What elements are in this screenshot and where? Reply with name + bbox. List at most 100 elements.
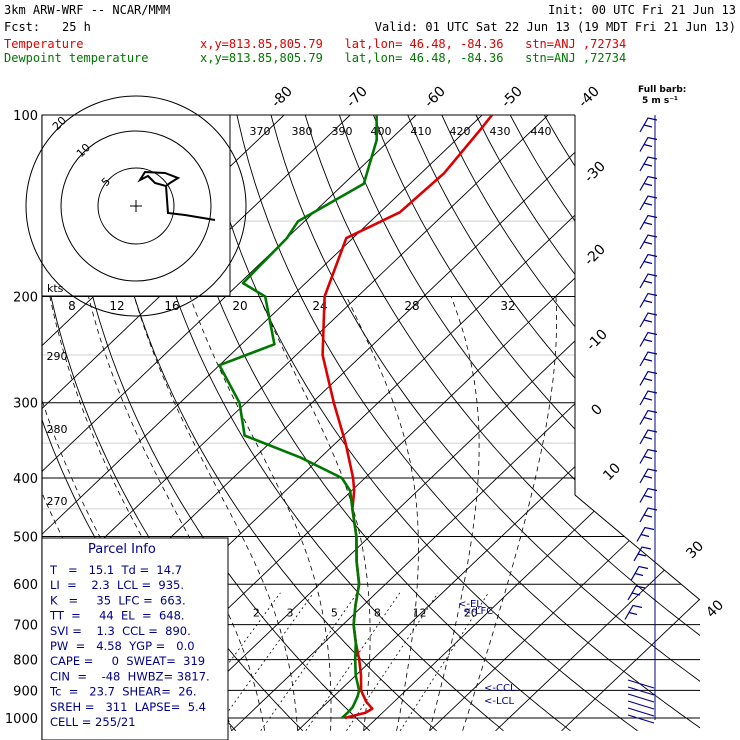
theta-label: 370	[250, 125, 271, 138]
level-marker-lcl: <-LCL	[484, 696, 515, 707]
isotherm-label: -30	[581, 158, 608, 185]
wind-barb-flag	[643, 455, 653, 460]
wind-barb-flag	[643, 416, 653, 421]
forecast-hour: 25 h	[62, 20, 91, 34]
dry-adiabat-line	[304, 115, 700, 732]
wind-barb	[627, 679, 655, 689]
wind-barb-flag	[643, 358, 653, 362]
wind-barb	[639, 390, 658, 406]
sounding-series	[218, 115, 494, 720]
wind-barb	[639, 214, 658, 230]
dewpoint-profile-line	[218, 115, 379, 719]
theta-label: 280	[47, 423, 68, 436]
theta-label: 390	[332, 125, 353, 138]
isotherm-label: -70	[343, 83, 370, 110]
moist-adiabat-line	[462, 296, 557, 731]
wind-barb	[639, 429, 658, 445]
isotherm-line	[42, 115, 483, 732]
wind-barb	[639, 136, 658, 152]
theta-label: 430	[490, 125, 511, 138]
mixing-ratio-label: 8	[374, 607, 381, 620]
level-marker-el: <-EL	[458, 599, 482, 610]
isotherm-line	[561, 115, 700, 732]
wind-barb	[639, 370, 658, 386]
hodograph-units-label: kts	[47, 282, 64, 295]
isotherm-line	[42, 115, 549, 732]
wind-barb	[639, 468, 658, 484]
hodograph-speed-label: 32	[500, 299, 515, 313]
dewpoint-legend-label: Dewpoint temperature	[4, 51, 149, 65]
isotherm-label: -40	[575, 83, 602, 110]
parcel-info-title: Parcel Info	[88, 542, 156, 557]
hodograph-speed-label: 20	[232, 299, 247, 313]
pressure-tick-label: 200	[13, 291, 38, 306]
theta-label: 290	[47, 350, 68, 363]
parcel-info-row: PW = 4.58 YGP = 0.0	[50, 639, 195, 653]
wind-barb	[636, 526, 655, 542]
isotherm-line	[165, 115, 700, 732]
wind-barb-flag	[643, 260, 653, 265]
dry-adiabat-line	[236, 115, 700, 732]
model-title: 3km ARW-WRF -- NCAR/MMM	[4, 3, 171, 17]
wind-barb-flag	[643, 436, 653, 440]
dry-adiabat-line	[168, 115, 571, 732]
parcel-info-row: CAPE = 0 SWEAT= 319	[50, 654, 205, 668]
barb-key-line2: 5 m s⁻¹	[642, 96, 678, 106]
parcel-info-panel: Parcel Info T = 15.1 Td = 14.7LI = 2.3 LC…	[41, 537, 229, 740]
dry-adiabat-line	[133, 115, 504, 732]
moist-adiabat-line	[133, 296, 298, 731]
isotherm-label: -60	[421, 83, 448, 110]
dry-adiabat-line	[612, 115, 700, 732]
wind-barb	[627, 585, 646, 601]
wind-barb	[639, 448, 658, 464]
dry-adiabat-line	[338, 115, 700, 732]
moist-adiabat-line	[88, 296, 265, 731]
level-marker-ccl: <-CCL	[484, 683, 516, 694]
wind-barb	[630, 565, 649, 581]
pressure-tick-label: 400	[13, 472, 38, 487]
wind-barb-flag	[643, 280, 653, 284]
wind-barb-flag	[643, 494, 653, 499]
isotherm-label: -50	[498, 83, 525, 110]
hodograph-trace	[137, 170, 216, 221]
isotherm-line	[42, 115, 417, 732]
parcel-info-row: Tc = 23.7 SHEAR= 26.	[49, 685, 197, 699]
isotherm-line	[42, 115, 351, 732]
dry-adiabat-line	[373, 115, 700, 732]
theta-label: 380	[292, 125, 313, 138]
wind-barb-flag	[640, 533, 650, 538]
hodograph-ring	[25, 95, 247, 317]
dry-adiabat-line	[578, 115, 700, 732]
wind-barb-flag	[643, 143, 653, 148]
isotherm-label: -80	[268, 83, 295, 110]
parcel-info-row: TT = 44 EL = 648.	[49, 609, 185, 623]
parcel-info-row: CIN = -48 HWBZ= 3817.	[50, 669, 210, 683]
hodograph-speed-label: 16	[164, 299, 179, 313]
wind-barb-flag	[631, 592, 641, 596]
mixing-ratio-label: 5	[331, 607, 338, 620]
wind-barb-flag	[643, 221, 653, 226]
dry-adiabat-line	[0, 115, 35, 731]
pressure-tick-label: 700	[13, 619, 38, 634]
wind-barb-flag	[643, 475, 653, 479]
dry-adiabat-line	[441, 115, 700, 732]
wind-barb	[639, 292, 658, 308]
pressure-tick-label: 900	[13, 684, 38, 699]
isotherm-label: 40	[703, 597, 727, 621]
dry-adiabat-line	[270, 115, 700, 732]
wind-barb-flag	[643, 182, 653, 187]
wind-barb	[639, 234, 658, 250]
wind-barb	[639, 351, 658, 367]
pressure-tick-label: 300	[13, 397, 38, 412]
wind-barb-flag	[634, 572, 644, 577]
isotherm-label: 30	[683, 538, 707, 562]
isotherm-line	[0, 115, 20, 731]
wind-barb	[627, 686, 655, 696]
isotherm-label: -10	[583, 326, 610, 353]
dry-adiabat-line	[407, 115, 700, 732]
parcel-info-box	[41, 537, 229, 740]
temperature-location-info: x,y=813.85,805.79 lat,lon= 46.48, -84.36…	[200, 37, 627, 51]
wind-barb-flag	[643, 241, 653, 245]
theta-label: 270	[47, 495, 68, 508]
